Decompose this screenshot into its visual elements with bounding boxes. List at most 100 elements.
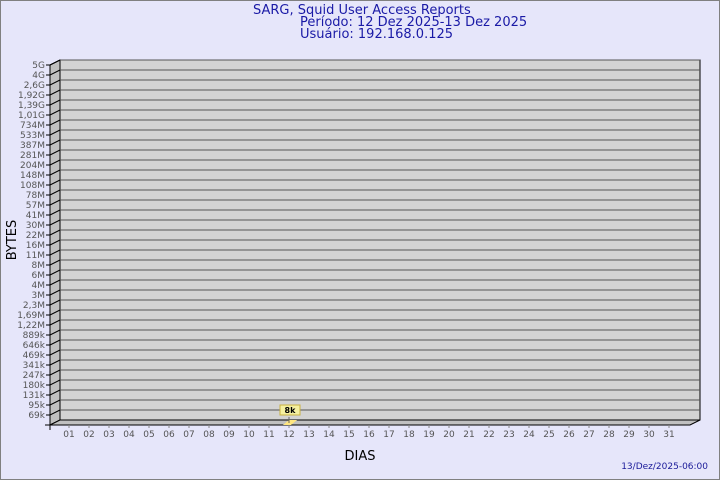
x-tick-label: 01 bbox=[63, 430, 74, 440]
period-subtitle: Período: 12 Dez 2025-13 Dez 2025 bbox=[300, 15, 528, 30]
x-tick-label: 07 bbox=[183, 430, 194, 440]
y-tick-label: 889k bbox=[23, 331, 46, 341]
y-tick-label: 204M bbox=[20, 161, 45, 171]
y-tick-diag bbox=[49, 249, 61, 256]
y-tick-diag bbox=[49, 99, 61, 106]
x-tick-label: 19 bbox=[423, 430, 435, 440]
x-tick-label: 09 bbox=[223, 430, 235, 440]
y-tick-diag bbox=[49, 79, 61, 86]
data-label: 8k bbox=[285, 406, 297, 415]
y-tick-diag bbox=[49, 209, 61, 216]
y-tick-label: 4M bbox=[32, 281, 46, 291]
data-label-box bbox=[279, 404, 301, 416]
y-tick-label: 57M bbox=[26, 201, 45, 211]
floor bbox=[49, 419, 701, 426]
y-tick-label: 2,6G bbox=[24, 81, 45, 91]
y-tick-diag bbox=[49, 329, 61, 336]
x-tick-label: 24 bbox=[523, 430, 535, 440]
y-tick-diag bbox=[49, 159, 61, 166]
y-tick-diag bbox=[49, 239, 61, 246]
y-tick-diag bbox=[49, 269, 61, 276]
x-tick-label: 29 bbox=[623, 430, 635, 440]
x-tick-label: 25 bbox=[543, 430, 554, 440]
y-tick-diag bbox=[49, 379, 61, 386]
chart-title: SARG, Squid User Access Reports bbox=[253, 3, 471, 18]
y-tick-diag bbox=[49, 319, 61, 326]
y-tick-diag bbox=[49, 119, 61, 126]
x-tick-label: 17 bbox=[383, 430, 394, 440]
x-tick-label: 10 bbox=[243, 430, 255, 440]
y-tick-label: 1,69M bbox=[17, 311, 45, 321]
x-tick-label: 13 bbox=[303, 430, 314, 440]
bar bbox=[283, 420, 297, 425]
y-tick-diag bbox=[49, 349, 61, 356]
y-tick-diag bbox=[49, 169, 61, 176]
y-tick-label: 734M bbox=[20, 121, 45, 131]
y-tick-diag bbox=[49, 309, 61, 316]
y-tick-diag bbox=[49, 299, 61, 306]
y-tick-label: 78M bbox=[26, 191, 45, 201]
y-tick-label: 3M bbox=[32, 291, 46, 301]
y-tick-diag bbox=[49, 279, 61, 286]
x-tick-label: 31 bbox=[663, 430, 674, 440]
y-tick-label: 1,01G bbox=[18, 111, 45, 121]
user-subtitle: Usuário: 192.168.0.125 bbox=[300, 27, 454, 42]
y-tick-diag bbox=[49, 149, 61, 156]
y-tick-label: 108M bbox=[20, 181, 45, 191]
x-tick-label: 11 bbox=[263, 430, 274, 440]
y-tick-diag bbox=[49, 219, 61, 226]
y-tick-label: 387M bbox=[20, 141, 45, 151]
y-tick-label: 22M bbox=[26, 231, 45, 241]
x-tick-label: 27 bbox=[583, 430, 594, 440]
y-tick-diag bbox=[49, 359, 61, 366]
x-tick-label: 06 bbox=[163, 430, 175, 440]
y-tick-diag bbox=[49, 399, 61, 406]
y-tick-diag bbox=[49, 259, 61, 266]
y-tick-diag bbox=[49, 229, 61, 236]
y-tick-label: 30M bbox=[26, 221, 45, 231]
y-tick-label: 2,3M bbox=[23, 301, 45, 311]
y-tick-label: 131k bbox=[23, 391, 46, 401]
y-tick-diag bbox=[49, 289, 61, 296]
x-tick-label: 21 bbox=[463, 430, 474, 440]
y-tick-label: 341k bbox=[23, 361, 46, 371]
timestamp: 13/Dez/2025-06:00 bbox=[621, 462, 708, 472]
y-tick-label: 41M bbox=[26, 211, 45, 221]
y-tick-label: 6M bbox=[32, 271, 46, 281]
x-tick-label: 05 bbox=[143, 430, 154, 440]
y-tick-label: 95k bbox=[28, 401, 45, 411]
y-tick-label: 1,92G bbox=[18, 91, 45, 101]
x-tick-label: 22 bbox=[483, 430, 494, 440]
y-tick-label: 11M bbox=[26, 251, 45, 261]
y-tick-label: 69k bbox=[28, 411, 45, 421]
y-tick-diag bbox=[49, 409, 61, 416]
y-tick-diag bbox=[49, 199, 61, 206]
y-tick-label: 533M bbox=[20, 131, 45, 141]
y-tick-diag bbox=[49, 89, 61, 96]
y-tick-diag bbox=[49, 129, 61, 136]
y-tick-diag bbox=[49, 139, 61, 146]
y-tick-diag bbox=[49, 69, 61, 76]
x-tick-label: 20 bbox=[443, 430, 455, 440]
y-tick-label: 646k bbox=[23, 341, 46, 351]
x-tick-label: 30 bbox=[643, 430, 655, 440]
x-tick-label: 04 bbox=[123, 430, 135, 440]
x-axis-label: DIAS bbox=[345, 449, 376, 464]
y-tick-label: 469k bbox=[23, 351, 46, 361]
x-tick-label: 14 bbox=[323, 430, 335, 440]
y-tick-diag bbox=[49, 389, 61, 396]
y-tick-label: 180k bbox=[23, 381, 46, 391]
y-tick-label: 281M bbox=[20, 151, 45, 161]
x-tick-label: 26 bbox=[563, 430, 575, 440]
x-tick-label: 18 bbox=[403, 430, 415, 440]
y-tick-diag bbox=[49, 109, 61, 116]
y-tick-diag bbox=[49, 179, 61, 186]
x-tick-label: 02 bbox=[83, 430, 94, 440]
y-tick-label: 247k bbox=[23, 371, 46, 381]
y-tick-diag bbox=[49, 189, 61, 196]
x-tick-label: 28 bbox=[603, 430, 615, 440]
x-tick-label: 16 bbox=[363, 430, 375, 440]
y-tick-label: 5G bbox=[32, 61, 45, 71]
x-tick-label: 23 bbox=[503, 430, 514, 440]
y-tick-label: 148M bbox=[20, 171, 45, 181]
